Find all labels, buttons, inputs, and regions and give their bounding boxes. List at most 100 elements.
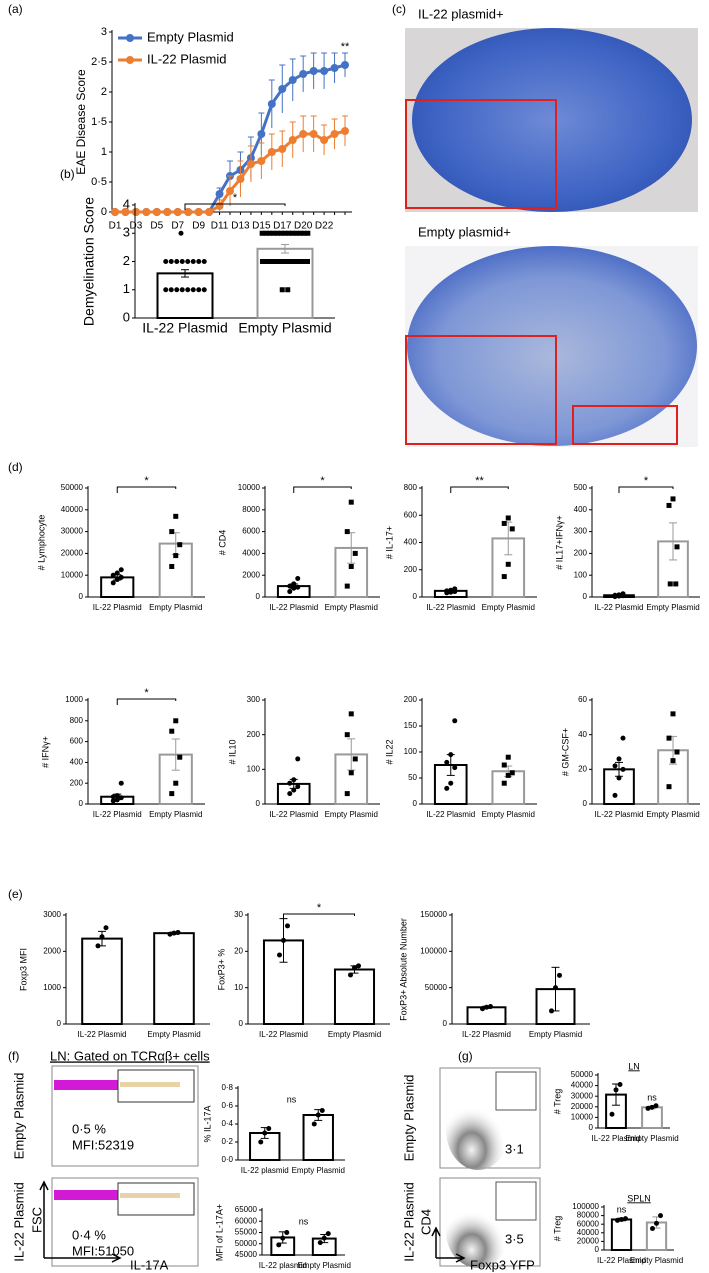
point	[667, 581, 673, 587]
gate	[495, 1071, 537, 1111]
point	[501, 520, 507, 526]
point	[110, 580, 116, 586]
point	[300, 259, 306, 264]
gate	[495, 1181, 537, 1221]
point	[553, 985, 558, 991]
point	[670, 758, 676, 764]
point	[262, 1130, 268, 1136]
legend-marker	[126, 56, 134, 64]
y-tick-label: 100	[404, 747, 418, 756]
y-tick-label: 0·0	[221, 1155, 233, 1164]
y-tick-label: 55000	[235, 1228, 258, 1237]
point	[287, 791, 293, 797]
point	[279, 287, 285, 293]
y-tick-label: 150000	[420, 910, 447, 919]
y-tick-label: 60000	[577, 1219, 600, 1228]
point	[273, 259, 279, 264]
point	[444, 759, 450, 765]
annotation: ns	[287, 1094, 297, 1104]
x-tick-label: Empty Plasmid	[149, 810, 202, 819]
y-axis-label: # Lymphocyte	[36, 515, 46, 571]
bar	[657, 540, 689, 598]
y-tick-label: 100000	[572, 1202, 599, 1211]
point	[266, 1126, 272, 1131]
y-tick-label: 2	[123, 253, 130, 268]
point	[319, 1108, 325, 1113]
point	[501, 780, 507, 786]
significance-bracket	[116, 698, 177, 705]
x-tick-label: D1	[109, 221, 122, 232]
point	[620, 591, 626, 597]
y-tick-label: 80000	[577, 1211, 600, 1220]
y-tick-label: 1	[123, 281, 130, 296]
point	[179, 287, 185, 293]
x-tick-label: IL-22 Plasmid	[142, 320, 228, 336]
x-tick-label: Empty Plasmid	[328, 1030, 381, 1039]
point	[114, 793, 120, 799]
x-tick-label: Empty Plasmid	[325, 810, 378, 819]
point	[169, 791, 175, 797]
x-tick-label: D11	[211, 221, 229, 232]
y-axis-label: FoxP3+ Absolute Number	[398, 918, 408, 1021]
y-tick-label: 45000	[235, 1250, 258, 1259]
point	[226, 187, 234, 195]
point	[142, 208, 151, 216]
point	[321, 1235, 327, 1241]
point	[299, 70, 308, 78]
y-tick-label: 10000	[61, 570, 84, 579]
y-tick-label: 30000	[571, 1091, 594, 1100]
row-label: IL-22 Plasmid	[11, 1182, 26, 1261]
x-tick-label: IL-22 Plasmid	[597, 1256, 646, 1265]
x-tick-label: Empty Plasmid	[646, 810, 699, 819]
point	[320, 136, 329, 144]
y-axis-label: MFI of L-17A+	[214, 1204, 224, 1261]
y-tick-label: 20000	[571, 1102, 594, 1111]
point	[291, 259, 297, 264]
x-tick-label: Empty Plasmid	[529, 1030, 582, 1039]
point	[549, 1008, 554, 1014]
point	[344, 791, 350, 797]
point	[501, 762, 507, 768]
x-tick-label: IL-22 plasmid	[259, 1261, 307, 1270]
point	[344, 732, 350, 738]
significance-bracket	[450, 486, 509, 493]
point	[645, 1105, 651, 1111]
annotation: *	[317, 902, 322, 914]
significance-bracket	[116, 486, 177, 493]
point	[287, 583, 293, 589]
y-tick-label: 0·8	[221, 1083, 233, 1092]
y-tick-label: 50000	[425, 983, 448, 992]
annotation: ns	[299, 1216, 309, 1226]
point	[505, 754, 511, 760]
point	[118, 574, 124, 580]
annotation: **	[341, 41, 350, 53]
y-tick-label: 3000	[43, 910, 61, 919]
point	[103, 925, 109, 931]
x-tick-label: D13	[231, 221, 250, 232]
point	[285, 287, 291, 293]
y-tick-label: 0	[256, 592, 261, 601]
x-tick-label: D7	[171, 221, 184, 232]
bar	[302, 1114, 334, 1161]
roi-box	[572, 405, 678, 445]
point	[299, 130, 308, 138]
point	[444, 588, 450, 594]
point	[505, 561, 511, 567]
point	[174, 259, 180, 264]
point	[352, 965, 357, 971]
annotation: *	[320, 475, 325, 487]
point	[263, 230, 269, 236]
tissue	[407, 246, 697, 446]
x-tick-label: D9	[192, 221, 205, 232]
point	[615, 1217, 620, 1223]
point	[501, 574, 507, 580]
point	[325, 1231, 331, 1237]
y-axis-label: % IL-17A	[202, 1105, 212, 1142]
point	[168, 287, 174, 293]
axis-label: FSC	[29, 1207, 44, 1233]
flow-events	[54, 1190, 118, 1200]
x-tick-label: IL-22 Plasmid	[595, 810, 644, 819]
point	[267, 100, 276, 108]
y-tick-label: 4	[123, 196, 130, 211]
point	[311, 1121, 317, 1127]
